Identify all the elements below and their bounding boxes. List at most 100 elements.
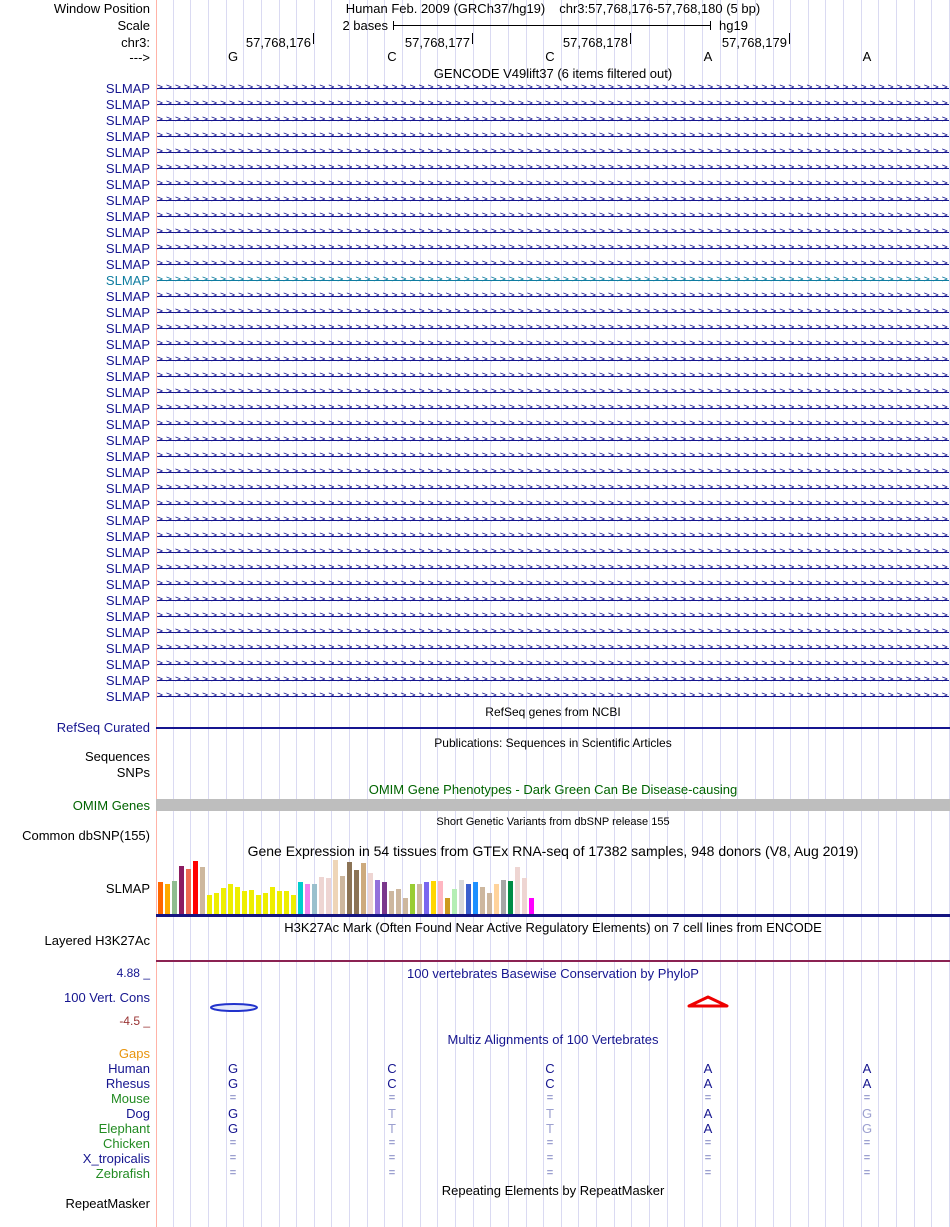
gene-label[interactable]: SLMAP (105, 177, 150, 192)
gene-label[interactable]: SLMAP (105, 161, 150, 176)
gene-label[interactable]: SLMAP (105, 545, 150, 560)
species-label[interactable]: Human (108, 1061, 150, 1076)
species-label[interactable]: X_tropicalis (82, 1151, 150, 1166)
gene-label[interactable]: SLMAP (105, 193, 150, 208)
gene-label[interactable]: SLMAP (105, 337, 150, 352)
h3k27ac-track-label[interactable]: Layered H3K27Ac (44, 933, 150, 948)
alignment-row-chicken[interactable]: Chicken = = = = = (0, 1136, 950, 1151)
gencode-transcript-row[interactable]: SLMAP >>>>>>>>>>>>>>>>>>>>>>>>>>>>>>>>>>>… (0, 624, 950, 640)
gencode-transcript-row[interactable]: SLMAP >>>>>>>>>>>>>>>>>>>>>>>>>>>>>>>>>>>… (0, 496, 950, 512)
omim-genes-label[interactable]: OMIM Genes (72, 798, 150, 813)
gene-label[interactable]: SLMAP (105, 481, 150, 496)
gencode-transcript-row[interactable]: SLMAP >>>>>>>>>>>>>>>>>>>>>>>>>>>>>>>>>>>… (0, 576, 950, 592)
alignment-row-x_tropicalis[interactable]: X_tropicalis = = = = = (0, 1151, 950, 1166)
gencode-transcript-row[interactable]: SLMAP >>>>>>>>>>>>>>>>>>>>>>>>>>>>>>>>>>>… (0, 656, 950, 672)
gencode-transcript-row[interactable]: SLMAP >>>>>>>>>>>>>>>>>>>>>>>>>>>>>>>>>>>… (0, 400, 950, 416)
gencode-transcript-row[interactable]: SLMAP >>>>>>>>>>>>>>>>>>>>>>>>>>>>>>>>>>>… (0, 272, 950, 288)
gencode-transcript-row[interactable]: SLMAP >>>>>>>>>>>>>>>>>>>>>>>>>>>>>>>>>>>… (0, 608, 950, 624)
gencode-transcript-row[interactable]: SLMAP >>>>>>>>>>>>>>>>>>>>>>>>>>>>>>>>>>>… (0, 640, 950, 656)
gencode-transcript-row[interactable]: SLMAP >>>>>>>>>>>>>>>>>>>>>>>>>>>>>>>>>>>… (0, 688, 950, 704)
gencode-transcript-row[interactable]: SLMAP >>>>>>>>>>>>>>>>>>>>>>>>>>>>>>>>>>>… (0, 432, 950, 448)
species-label[interactable]: Zebrafish (95, 1166, 150, 1181)
gencode-transcript-row[interactable]: SLMAP >>>>>>>>>>>>>>>>>>>>>>>>>>>>>>>>>>>… (0, 304, 950, 320)
species-label[interactable]: Rhesus (105, 1076, 150, 1091)
gencode-transcript-row[interactable]: SLMAP >>>>>>>>>>>>>>>>>>>>>>>>>>>>>>>>>>>… (0, 352, 950, 368)
alignment-row-dog[interactable]: Dog G T T A G (0, 1106, 950, 1121)
gene-label[interactable]: SLMAP (105, 129, 150, 144)
gene-label[interactable]: SLMAP (105, 609, 150, 624)
gencode-transcript-row[interactable]: SLMAP >>>>>>>>>>>>>>>>>>>>>>>>>>>>>>>>>>>… (0, 592, 950, 608)
gene-label[interactable]: SLMAP (105, 529, 150, 544)
gene-label[interactable]: SLMAP (105, 113, 150, 128)
gene-label[interactable]: SLMAP (105, 433, 150, 448)
publications-sequences-label[interactable]: Sequences (84, 749, 150, 764)
gene-label[interactable]: SLMAP (105, 689, 150, 704)
gencode-transcript-row[interactable]: SLMAP >>>>>>>>>>>>>>>>>>>>>>>>>>>>>>>>>>>… (0, 128, 950, 144)
gencode-transcript-row[interactable]: SLMAP >>>>>>>>>>>>>>>>>>>>>>>>>>>>>>>>>>>… (0, 192, 950, 208)
gene-label[interactable]: SLMAP (105, 497, 150, 512)
gencode-transcript-row[interactable]: SLMAP >>>>>>>>>>>>>>>>>>>>>>>>>>>>>>>>>>>… (0, 288, 950, 304)
gencode-transcript-row[interactable]: SLMAP >>>>>>>>>>>>>>>>>>>>>>>>>>>>>>>>>>>… (0, 672, 950, 688)
gene-label[interactable]: SLMAP (105, 417, 150, 432)
gene-label[interactable]: SLMAP (105, 321, 150, 336)
refseq-gene-bar[interactable] (156, 727, 950, 729)
gene-label[interactable]: SLMAP (105, 209, 150, 224)
gene-label[interactable]: SLMAP (105, 385, 150, 400)
publications-snps-label[interactable]: SNPs (116, 765, 150, 780)
gene-label[interactable]: SLMAP (105, 641, 150, 656)
gencode-transcript-row[interactable]: SLMAP >>>>>>>>>>>>>>>>>>>>>>>>>>>>>>>>>>>… (0, 336, 950, 352)
species-label[interactable]: Elephant (98, 1121, 150, 1136)
species-label[interactable]: Mouse (110, 1091, 150, 1106)
species-label[interactable]: Dog (126, 1106, 150, 1121)
dbsnp-track-label[interactable]: Common dbSNP(155) (22, 828, 150, 843)
gene-label[interactable]: SLMAP (105, 657, 150, 672)
gene-label[interactable]: SLMAP (105, 81, 150, 96)
gene-label[interactable]: SLMAP (105, 593, 150, 608)
gene-label[interactable]: SLMAP (105, 305, 150, 320)
gene-label[interactable]: SLMAP (105, 225, 150, 240)
gencode-transcript-row[interactable]: SLMAP >>>>>>>>>>>>>>>>>>>>>>>>>>>>>>>>>>>… (0, 416, 950, 432)
gencode-transcript-row[interactable]: SLMAP >>>>>>>>>>>>>>>>>>>>>>>>>>>>>>>>>>>… (0, 224, 950, 240)
gene-label[interactable]: SLMAP (105, 577, 150, 592)
alignment-row-gaps[interactable]: Gaps (0, 1046, 950, 1061)
alignment-row-elephant[interactable]: Elephant G T T A G (0, 1121, 950, 1136)
gencode-transcript-row[interactable]: SLMAP >>>>>>>>>>>>>>>>>>>>>>>>>>>>>>>>>>>… (0, 144, 950, 160)
omim-gene-bar[interactable] (156, 799, 950, 811)
gencode-transcript-row[interactable]: SLMAP >>>>>>>>>>>>>>>>>>>>>>>>>>>>>>>>>>>… (0, 96, 950, 112)
gene-label[interactable]: SLMAP (105, 369, 150, 384)
gencode-transcript-row[interactable]: SLMAP >>>>>>>>>>>>>>>>>>>>>>>>>>>>>>>>>>>… (0, 368, 950, 384)
gene-label[interactable]: SLMAP (105, 625, 150, 640)
gencode-transcript-row[interactable]: SLMAP >>>>>>>>>>>>>>>>>>>>>>>>>>>>>>>>>>>… (0, 544, 950, 560)
alignment-row-rhesus[interactable]: Rhesus G C C A A (0, 1076, 950, 1091)
gene-label[interactable]: SLMAP (105, 273, 150, 288)
gencode-transcript-row[interactable]: SLMAP >>>>>>>>>>>>>>>>>>>>>>>>>>>>>>>>>>>… (0, 160, 950, 176)
gencode-transcript-row[interactable]: SLMAP >>>>>>>>>>>>>>>>>>>>>>>>>>>>>>>>>>>… (0, 240, 950, 256)
gene-label[interactable]: SLMAP (105, 449, 150, 464)
alignment-row-zebrafish[interactable]: Zebrafish = = = = = (0, 1166, 950, 1181)
refseq-curated-label[interactable]: RefSeq Curated (56, 720, 150, 735)
gene-label[interactable]: SLMAP (105, 353, 150, 368)
gencode-transcript-row[interactable]: SLMAP >>>>>>>>>>>>>>>>>>>>>>>>>>>>>>>>>>>… (0, 208, 950, 224)
gencode-transcript-row[interactable]: SLMAP >>>>>>>>>>>>>>>>>>>>>>>>>>>>>>>>>>>… (0, 464, 950, 480)
gene-label[interactable]: SLMAP (105, 401, 150, 416)
gene-label[interactable]: SLMAP (105, 97, 150, 112)
gene-label[interactable]: SLMAP (105, 673, 150, 688)
gencode-transcript-row[interactable]: SLMAP >>>>>>>>>>>>>>>>>>>>>>>>>>>>>>>>>>>… (0, 320, 950, 336)
repeatmasker-track-label[interactable]: RepeatMasker (65, 1196, 150, 1211)
gencode-transcript-row[interactable]: SLMAP >>>>>>>>>>>>>>>>>>>>>>>>>>>>>>>>>>>… (0, 256, 950, 272)
gene-label[interactable]: SLMAP (105, 561, 150, 576)
gene-label[interactable]: SLMAP (105, 257, 150, 272)
gene-label[interactable]: SLMAP (105, 465, 150, 480)
species-label[interactable]: Chicken (103, 1136, 150, 1151)
gene-label[interactable]: SLMAP (105, 241, 150, 256)
gencode-transcript-row[interactable]: SLMAP >>>>>>>>>>>>>>>>>>>>>>>>>>>>>>>>>>>… (0, 448, 950, 464)
gencode-transcript-row[interactable]: SLMAP >>>>>>>>>>>>>>>>>>>>>>>>>>>>>>>>>>>… (0, 480, 950, 496)
alignment-row-mouse[interactable]: Mouse = = = = = (0, 1091, 950, 1106)
gene-label[interactable]: SLMAP (105, 513, 150, 528)
alignment-row-human[interactable]: Human G C C A A (0, 1061, 950, 1076)
gencode-transcript-row[interactable]: SLMAP >>>>>>>>>>>>>>>>>>>>>>>>>>>>>>>>>>>… (0, 560, 950, 576)
gencode-transcript-row[interactable]: SLMAP >>>>>>>>>>>>>>>>>>>>>>>>>>>>>>>>>>>… (0, 384, 950, 400)
gencode-transcript-row[interactable]: SLMAP >>>>>>>>>>>>>>>>>>>>>>>>>>>>>>>>>>>… (0, 176, 950, 192)
gencode-transcript-row[interactable]: SLMAP >>>>>>>>>>>>>>>>>>>>>>>>>>>>>>>>>>>… (0, 528, 950, 544)
gene-label[interactable]: SLMAP (105, 145, 150, 160)
